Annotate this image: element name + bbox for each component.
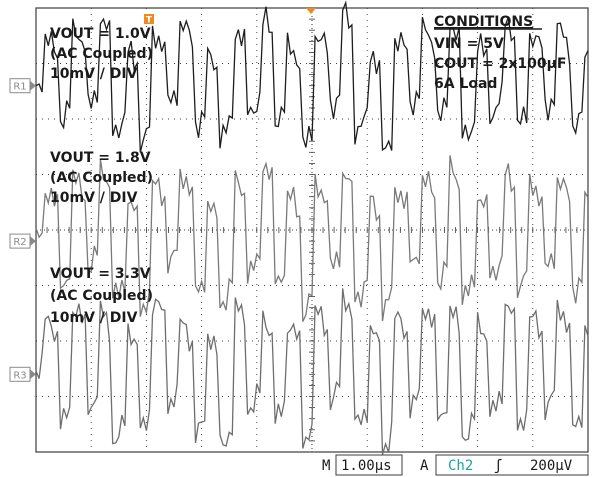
- trigger-readout-box: [435, 454, 589, 476]
- ref-marker-r3: R3: [9, 366, 36, 382]
- conditions-line-load: 6A Load: [434, 76, 497, 92]
- ch2-label: VOUT = 1.8V (AC Coupled) 10mV / DIV: [50, 150, 153, 206]
- horizontal-scale-readout: 1.00µs: [341, 458, 392, 474]
- ch3-label-line-2: (AC Coupled): [50, 288, 153, 304]
- ref-marker-r2: R2: [9, 233, 36, 249]
- trigger-level-marker-text: T: [146, 16, 153, 26]
- ch1-label: VOUT = 1.0V (AC Coupled) 10mV / DIV: [50, 26, 153, 82]
- ch1-label-line-3: 10mV / DIV: [50, 66, 138, 82]
- trace-r2: [35, 155, 589, 322]
- ref-marker-label: R1: [13, 82, 26, 93]
- ref-marker-pointer: [30, 369, 36, 380]
- ch3-label-line-3: 10mV / DIV: [50, 310, 138, 326]
- ch1-label-line-2: (AC Coupled): [50, 46, 153, 62]
- trigger-level-readout: 200µV: [530, 458, 573, 474]
- ref-marker-pointer: [30, 80, 36, 91]
- ref-marker-label: R3: [13, 370, 26, 381]
- conditions-line-cout: COUT = 2x100µF: [434, 56, 566, 72]
- trace-r1: [35, 0, 589, 153]
- trigger-slope-icon: ʃ: [494, 458, 502, 474]
- horizontal-scale-box: [335, 454, 403, 476]
- ch2-label-line-1: VOUT = 1.8V: [50, 150, 151, 166]
- ch2-label-line-3: 10mV / DIV: [50, 190, 138, 206]
- horizontal-prefix: M: [322, 458, 330, 474]
- ch1-label-line-1: VOUT = 1.0V: [50, 26, 151, 42]
- ch3-label-line-1: VOUT = 3.3V: [50, 266, 151, 282]
- ch2-label-line-2: (AC Coupled): [50, 170, 153, 186]
- status-bar: M 1.00µs A Ch2 ʃ 200µV: [322, 454, 589, 476]
- trace-r3: [35, 288, 589, 455]
- waveform-traces: [35, 0, 589, 455]
- trigger-position-marker: [306, 8, 316, 14]
- conditions-line-vin: VIN = 5V: [434, 36, 504, 52]
- trigger-level-marker: [144, 14, 154, 24]
- ref-marker-r1: R1: [9, 78, 36, 94]
- ref-marker-pointer: [30, 236, 36, 247]
- conditions-box: CONDITIONS VIN = 5V COUT = 2x100µF 6A Lo…: [434, 14, 566, 92]
- conditions-title: CONDITIONS: [434, 14, 533, 30]
- trigger-prefix: A: [420, 458, 429, 474]
- ch3-label: VOUT = 3.3V (AC Coupled) 10mV / DIV: [50, 266, 153, 326]
- reference-markers: R1 R2 R3: [9, 78, 36, 382]
- trigger-channel-readout: Ch2: [448, 458, 473, 474]
- ref-marker-label: R2: [13, 237, 26, 248]
